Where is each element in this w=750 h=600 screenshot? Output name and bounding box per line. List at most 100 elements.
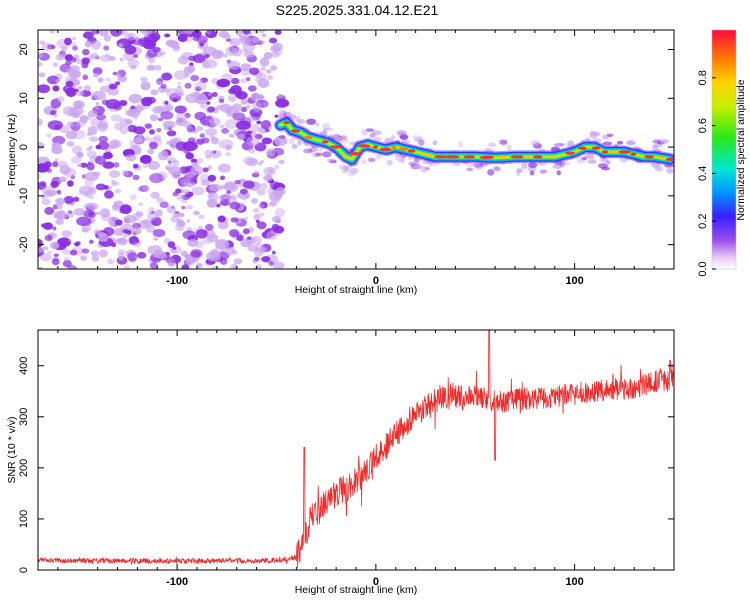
spectrogram-y-tick-label: 0 [18,144,30,150]
noise-speck [132,222,141,230]
noise-speck [70,203,75,207]
ridge-halo-speck [397,159,404,164]
noise-speck [254,243,265,254]
noise-speck [38,238,43,248]
noise-speck [226,190,231,195]
noise-speck [91,254,100,262]
noise-speck [261,33,267,37]
noise-speck [205,223,214,231]
noise-speck [133,54,139,59]
ridge-halo-speck [360,159,368,165]
noise-speck [186,219,191,223]
noise-speck [124,45,137,55]
noise-speck [86,147,91,151]
noise-speck [153,134,162,142]
noise-speck [52,161,59,168]
noise-speck [98,135,109,143]
ridge-halo-speck [303,148,313,154]
noise-speck [156,127,162,133]
ridge-halo-speck [420,165,428,173]
spectrogram-frame [37,29,675,270]
noise-speck [108,56,116,61]
ridge-halo-speck [529,170,535,176]
noise-speck [196,157,204,164]
noise-speck [271,215,281,223]
ridge-hotspot [342,155,350,159]
noise-speck [236,133,246,141]
ridge-halo-speck [528,162,538,168]
noise-speck [140,81,151,91]
ridge-hotspot [658,156,664,160]
noise-speck [240,98,249,105]
noise-speck [98,232,109,243]
ridge-halo-speck [576,157,586,164]
noise-speck [172,98,178,103]
ridge-halo-speck [315,122,320,127]
noise-speck [218,98,225,104]
noise-speck [97,141,110,150]
noise-speck [177,81,182,85]
noise-speck [79,115,89,124]
noise-speck [54,158,59,162]
noise-speck [67,180,74,187]
ridge-halo-speck [586,154,595,160]
noise-speck [70,156,82,164]
ridge-halo-speck [581,157,587,161]
noise-speck [118,252,125,259]
noise-speck [44,234,53,242]
noise-speck [63,195,75,204]
noise-speck [123,214,137,224]
noise-speck [274,191,282,199]
ridge-halo-speck [465,162,475,168]
noise-speck [220,103,232,113]
noise-speck [221,128,229,134]
ridge-halo-speck [627,139,635,145]
noise-speck [152,228,166,238]
noise-speck [44,206,55,215]
noise-speck [77,163,83,168]
ridge-halo-speck [552,164,562,169]
noise-speck [52,62,59,67]
noise-speck [53,113,58,118]
ridge-hotspot [304,135,313,139]
noise-speck [80,255,87,261]
ridge-hotspot [434,155,448,159]
ridge-hotspot [463,155,476,159]
noise-speck [38,52,43,58]
noise-speck [146,64,156,71]
noise-speck [83,85,91,92]
spectrogram-x-tick-label: -100 [166,275,188,287]
noise-speck [161,72,173,81]
ridge-halo-speck [585,137,591,142]
noise-speck [47,120,64,130]
noise-speck [195,86,202,92]
ridge-hotspot [618,150,632,154]
ridge-halo-speck [401,157,406,164]
ridge-halo-speck [602,135,608,139]
noise-speck [207,233,219,243]
ridge-halo-speck [395,156,405,161]
noise-speck [111,242,117,248]
noise-speck [225,144,232,151]
colorbar-tick-label: 0.2 [697,214,709,229]
noise-speck [175,118,188,127]
noise-speck [91,40,102,50]
snr-y-axis-label: SNR (10 * v/v) [6,416,18,483]
noise-speck [139,154,152,164]
noise-speck [84,40,92,48]
noise-speck [142,163,149,168]
noise-speck [38,72,46,78]
noise-speck [185,93,199,104]
ridge-halo-speck [515,169,521,177]
ridge-halo-speck [530,140,541,147]
ridge-halo-speck [326,158,336,162]
colorbar-tick-label: 0.0 [697,261,709,276]
noise-speck [103,152,113,160]
noise-speck [223,182,239,193]
spectrogram-x-tick-label: 100 [565,275,583,287]
ridge-halo-speck [626,140,636,146]
ridge-halo-speck [401,139,411,144]
noise-speck [133,126,146,135]
noise-speck [112,203,121,212]
